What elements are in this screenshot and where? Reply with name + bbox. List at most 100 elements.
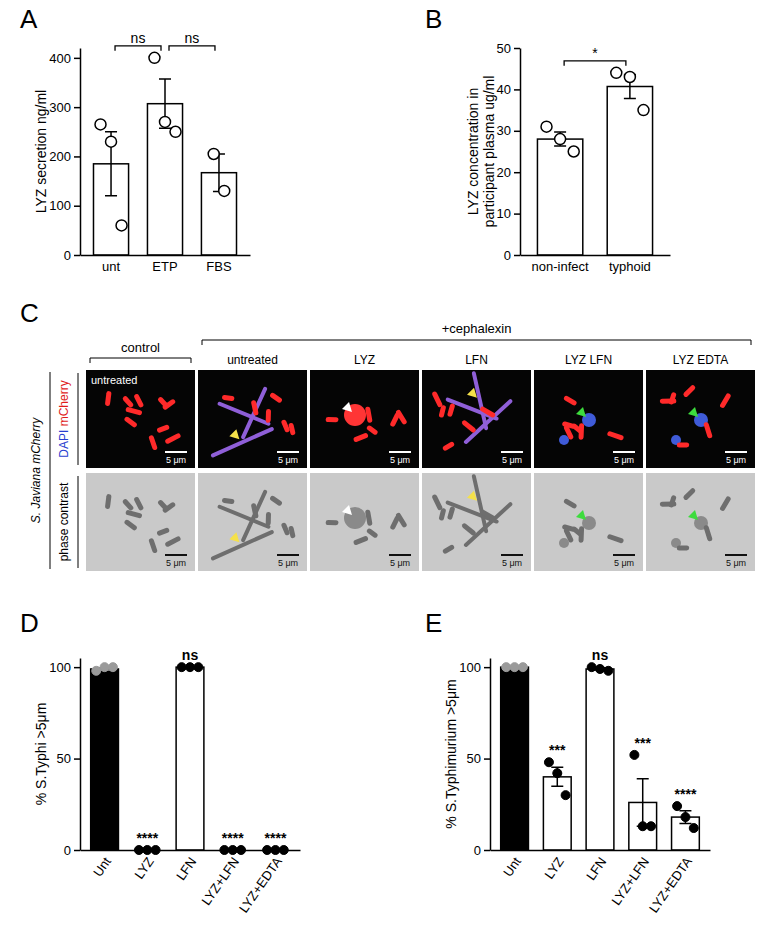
y-tick-label: 0: [64, 843, 71, 858]
channel-label: DAPI mCherry: [57, 380, 71, 457]
scale-bar: [165, 451, 187, 453]
cell: [128, 513, 139, 516]
y-tick-mark: [74, 850, 80, 852]
x-tick: LYZ: [541, 854, 566, 881]
cell: [168, 436, 178, 441]
panel-letter: B: [425, 4, 442, 34]
cell: [474, 373, 486, 428]
marks: [93, 52, 236, 255]
column-label: LYZ: [354, 353, 375, 367]
cell: [127, 419, 134, 425]
y-tick-mark: [514, 213, 520, 215]
x-tick: typhoid: [609, 259, 651, 274]
y-tick-label: 50: [467, 751, 481, 766]
fluorescence-image: 5 μmuntreated: [86, 370, 195, 468]
significance-label: ns: [185, 30, 200, 46]
x-axis-line: [81, 255, 251, 257]
y-tick-label: 0: [474, 843, 481, 858]
scale-bar: [613, 451, 635, 453]
cell: [108, 394, 109, 404]
x-axis-line: [491, 850, 711, 852]
data-point: [149, 52, 160, 63]
data-point: [106, 136, 117, 147]
x-tick-label: LYZ+LFN: [198, 854, 242, 908]
data-point: [160, 116, 171, 127]
data-point: [95, 119, 106, 130]
cell: [284, 422, 287, 429]
y-tick-mark: [74, 255, 80, 257]
arrowhead: [342, 505, 352, 515]
arrowhead: [467, 388, 477, 398]
group-bracket: [202, 340, 751, 345]
panel-letter: E: [425, 608, 442, 638]
y-tick-label: 50: [497, 41, 511, 56]
cell: [125, 399, 131, 405]
cell: [356, 539, 365, 543]
data-point: [604, 666, 613, 675]
cell: [368, 409, 370, 420]
y-tick-mark: [514, 131, 520, 133]
scale-bar: [389, 554, 411, 556]
data-point: [689, 824, 698, 833]
cell: [686, 491, 693, 498]
cell: [610, 434, 621, 438]
y-tick-mark: [484, 850, 490, 852]
data-point: [681, 813, 690, 822]
y-tick-mark: [484, 758, 490, 760]
y-tick-mark: [74, 758, 80, 760]
y-tick-label: 100: [459, 660, 481, 675]
x-tick-label: Unt: [500, 854, 524, 879]
scale-bar: [389, 451, 411, 453]
cell: [243, 389, 265, 437]
data-point: [194, 663, 203, 672]
scale-bar-label: 5 μm: [278, 558, 298, 568]
cell: [393, 415, 397, 424]
cell: [369, 531, 375, 535]
data-point: [673, 802, 682, 811]
data-point: [596, 664, 605, 673]
row-bracket: [50, 372, 51, 569]
image-background: [646, 370, 755, 468]
y-tick-label: 0: [504, 248, 511, 263]
cell: [151, 541, 154, 551]
scale-bar-label: 5 μm: [166, 558, 186, 568]
x-axis: non-infecttyphoid: [521, 256, 671, 275]
y-axis-line: [490, 659, 492, 851]
y-tick-label: 20: [497, 165, 511, 180]
cell: [393, 518, 397, 527]
cell: [273, 395, 280, 400]
cell: [266, 412, 271, 421]
group-bracket: [90, 358, 191, 363]
cell: [474, 476, 486, 531]
data-point: [510, 663, 519, 672]
x-tick: LFN: [173, 854, 199, 883]
significance-label: ****: [265, 830, 287, 846]
cell: [108, 497, 109, 507]
y-tick-label: 0: [64, 248, 71, 263]
scale-bar: [165, 554, 187, 556]
error-bar: [551, 767, 563, 786]
x-tick: LYZ+LFN: [608, 854, 652, 908]
x-tick: LFN: [583, 854, 609, 883]
cell: [483, 409, 493, 415]
bar: [176, 667, 204, 850]
phase-image: 5 μm: [86, 473, 195, 571]
arrowhead: [688, 510, 698, 520]
y-tick: 0: [64, 843, 80, 858]
cell: [254, 403, 256, 413]
cell: [125, 502, 131, 508]
x-axis-line: [521, 255, 671, 257]
x-tick-label: LYZ+EDTA: [236, 854, 285, 915]
x-tick-label: ETP: [152, 259, 177, 274]
significance-label: ****: [222, 830, 244, 846]
column-label: LYZ LFN: [565, 353, 612, 367]
scale-bar-label: 5 μm: [726, 558, 746, 568]
fluorescence-image: 5 μm: [534, 370, 643, 468]
cell: [445, 444, 451, 448]
image-background: [310, 473, 419, 571]
cell: [213, 532, 272, 558]
strain-label: S. Javiana mCherry: [29, 417, 43, 523]
cell: [137, 397, 141, 405]
data-point: [219, 185, 230, 196]
data-point: [186, 663, 195, 672]
